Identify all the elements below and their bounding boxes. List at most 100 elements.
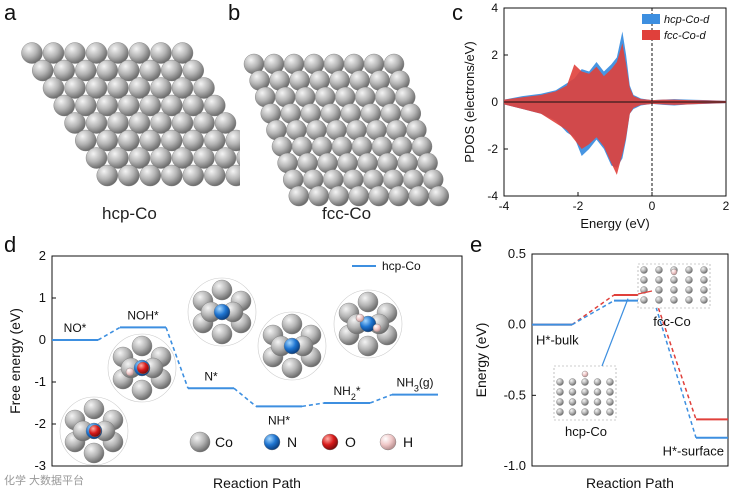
co-atom <box>83 442 105 464</box>
panel-letter-a: a <box>4 0 17 25</box>
co-atom <box>182 129 204 152</box>
h-energy-chart: -1.0 -0.5 0.0 0.5 Reaction Path Energy (eV) H*… <box>473 246 729 491</box>
co-atom <box>568 398 577 406</box>
y-tick-label: -4 <box>487 189 498 203</box>
co-atom <box>161 59 183 82</box>
connector-hcp-Co <box>571 299 615 326</box>
y-tick-label: 4 <box>491 1 498 15</box>
co-atom <box>182 59 204 82</box>
co-atom <box>225 164 240 187</box>
co-atom <box>214 112 237 134</box>
co-atom <box>685 276 693 284</box>
co-atom <box>556 408 564 416</box>
legend-atom-H <box>379 433 397 451</box>
inset-label-hcp: hcp-Co <box>565 424 607 439</box>
co-atom <box>606 388 614 396</box>
co-atom <box>581 408 589 416</box>
co-atom <box>53 94 75 117</box>
cluster-nh <box>257 311 327 381</box>
co-atom <box>85 147 108 169</box>
co-atom <box>655 266 663 274</box>
h-atom <box>670 268 678 276</box>
connector-fcc-Co <box>571 294 615 326</box>
co-atom <box>107 77 129 99</box>
co-atom <box>281 357 303 379</box>
level-label-NO: NO* <box>64 321 87 335</box>
co-atom <box>214 147 237 169</box>
co-atom <box>640 296 648 304</box>
co-atom <box>64 77 86 99</box>
n-atom <box>283 337 301 355</box>
x-axis-label: Energy (eV) <box>580 216 649 231</box>
co-atom <box>42 77 65 99</box>
watermark: 化学 大数据平台 <box>4 475 85 487</box>
legend-atom-N <box>263 433 281 451</box>
co-atom <box>281 313 303 335</box>
connector <box>369 393 393 404</box>
co-atom <box>700 276 708 284</box>
connector-fcc-Co <box>653 294 697 420</box>
co-atom <box>128 147 151 169</box>
co-atom <box>75 94 97 117</box>
co-atom <box>193 147 215 169</box>
legend-atom-label-H: H <box>403 434 413 450</box>
co-atom <box>568 408 577 416</box>
co-atom <box>64 42 86 64</box>
co-atom <box>96 94 118 117</box>
y-tick-label: 0 <box>39 332 46 347</box>
legend-swatch-fcc-Co-d <box>642 30 660 40</box>
level-label-N: N* <box>204 369 218 383</box>
y-tick-label: 2 <box>491 48 498 62</box>
legend-label-fcc-Co-d: fcc-Co-d <box>664 30 706 42</box>
caption-fcc-co: fcc-Co <box>322 204 372 223</box>
co-atom <box>96 129 118 152</box>
co-atom <box>593 378 602 386</box>
co-atom <box>581 378 589 386</box>
cluster-nh2 <box>333 289 403 359</box>
co-atom <box>556 378 564 386</box>
legend-swatch-hcp-Co-d <box>642 14 660 24</box>
co-atom <box>204 164 226 187</box>
co-atom <box>670 276 678 284</box>
co-atom <box>161 129 183 152</box>
h-atom <box>581 370 589 378</box>
legend-atom-label-O: O <box>345 434 356 450</box>
co-atom <box>85 42 108 64</box>
co-atom <box>225 129 240 152</box>
state-label-bulk: H*-bulk <box>536 333 579 348</box>
connector <box>233 387 257 407</box>
co-atom <box>139 59 161 82</box>
level-label-NH: NH* <box>268 413 290 427</box>
connector-hcp-Co <box>653 300 697 438</box>
co-atom <box>556 388 564 396</box>
pdos-chart: -4 -2 0 2 -4 -2 0 2 4 Energy (eV) PDOS (electrons/… <box>462 1 730 231</box>
x-axis-label: Reaction Path <box>586 475 674 491</box>
co-atom <box>328 185 350 207</box>
co-atom <box>655 276 663 284</box>
co-atom <box>348 185 370 207</box>
y-tick-label: -0.5 <box>504 387 526 402</box>
co-atom <box>150 42 172 64</box>
h-atom <box>372 323 382 333</box>
co-atom <box>640 266 648 274</box>
legend-label-hcp-Co-d: hcp-Co-d <box>664 14 710 26</box>
y-tick-label: -2 <box>34 416 46 431</box>
co-atom <box>85 77 108 99</box>
co-atom <box>640 276 648 284</box>
hcp-atoms <box>21 42 240 187</box>
co-atom <box>428 185 450 207</box>
co-atom <box>64 112 86 134</box>
inset-label-fcc: fcc-Co <box>653 314 691 329</box>
co-atom <box>96 59 118 82</box>
hcp-lattice-figure <box>21 42 240 187</box>
y-tick-label: 0.0 <box>508 317 526 332</box>
co-atom <box>685 296 693 304</box>
co-atom <box>107 147 129 169</box>
plot-frame <box>51 255 463 467</box>
co-atom <box>655 296 663 304</box>
co-atom <box>107 42 129 64</box>
co-atom <box>670 286 678 294</box>
co-atom <box>83 398 105 420</box>
co-atom <box>171 77 194 99</box>
connector <box>301 402 325 408</box>
